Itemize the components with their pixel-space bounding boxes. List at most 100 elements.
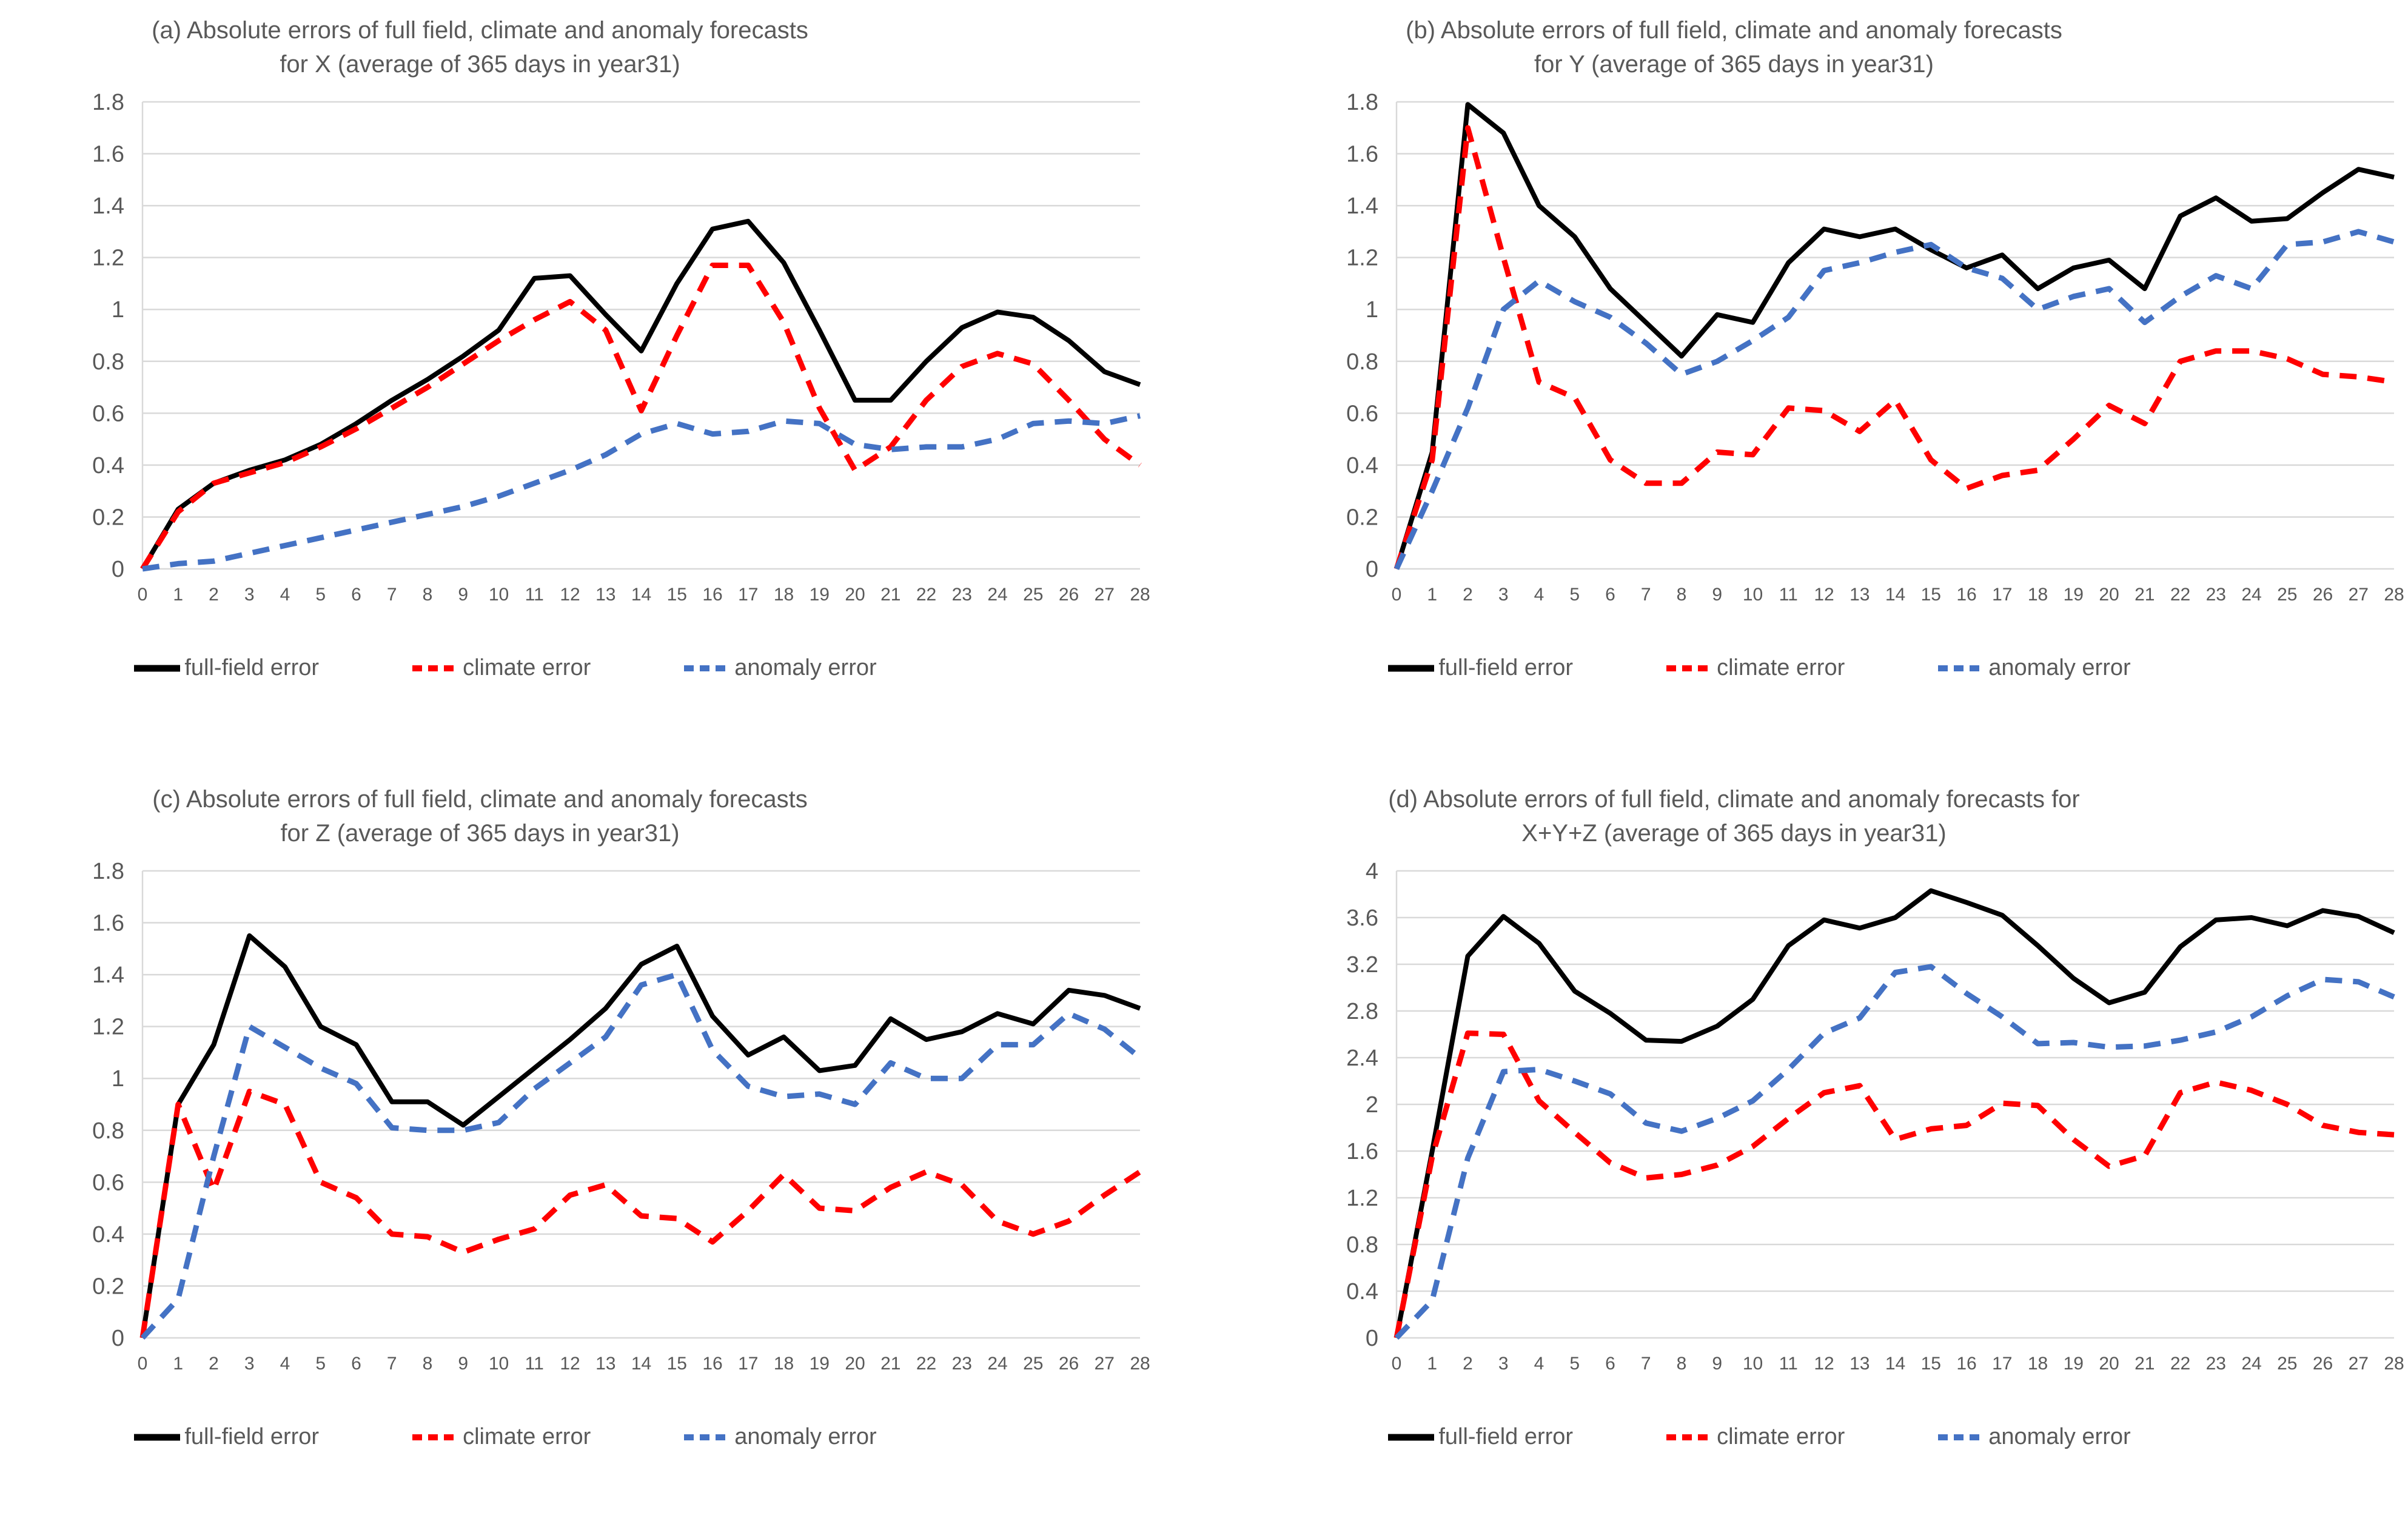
svg-text:2: 2 — [1366, 1092, 1378, 1118]
svg-text:17: 17 — [738, 585, 758, 605]
svg-text:1.2: 1.2 — [92, 246, 124, 271]
svg-text:10: 10 — [1743, 585, 1763, 605]
full-field-line-swatch-icon — [134, 1434, 181, 1440]
svg-text:3: 3 — [1498, 1354, 1509, 1374]
svg-text:22: 22 — [2170, 1354, 2190, 1374]
svg-text:1.2: 1.2 — [92, 1015, 124, 1040]
legend-d: full-field error climate error anomaly e… — [1254, 1424, 2408, 1450]
svg-text:25: 25 — [1023, 1354, 1043, 1374]
svg-text:21: 21 — [2135, 585, 2155, 605]
svg-text:0.6: 0.6 — [92, 1170, 124, 1195]
legend-item-anomaly: anomaly error — [1936, 1424, 2131, 1450]
svg-text:6: 6 — [351, 1354, 361, 1374]
svg-text:15: 15 — [1921, 1354, 1941, 1374]
svg-text:14: 14 — [631, 585, 651, 605]
svg-text:28: 28 — [2384, 1354, 2404, 1374]
svg-text:3.2: 3.2 — [1346, 952, 1378, 978]
svg-text:13: 13 — [595, 1354, 615, 1374]
svg-text:23: 23 — [2206, 585, 2226, 605]
svg-text:0.4: 0.4 — [92, 1222, 124, 1248]
legend-label-climate: climate error — [463, 1424, 591, 1449]
svg-text:1: 1 — [173, 1354, 183, 1374]
svg-text:0: 0 — [138, 585, 148, 605]
svg-text:0.8: 0.8 — [1346, 1232, 1378, 1258]
svg-text:0: 0 — [112, 1326, 124, 1351]
svg-text:0.8: 0.8 — [92, 1118, 124, 1144]
svg-text:1.8: 1.8 — [92, 90, 124, 115]
svg-text:0.2: 0.2 — [92, 1274, 124, 1299]
svg-text:27: 27 — [2349, 585, 2369, 605]
panel-d: (d) Absolute errors of full field, clima… — [1254, 769, 2408, 1538]
svg-text:24: 24 — [987, 585, 1007, 605]
svg-text:16: 16 — [702, 1354, 722, 1374]
svg-text:0.4: 0.4 — [1346, 453, 1378, 479]
legend-item-full-field: full-field error — [1386, 655, 1573, 681]
svg-text:16: 16 — [1956, 1354, 1976, 1374]
svg-text:24: 24 — [2241, 1354, 2261, 1374]
anomaly-line-swatch-icon — [1938, 665, 1985, 671]
svg-text:1.4: 1.4 — [1346, 193, 1378, 219]
svg-text:1.6: 1.6 — [1346, 1139, 1378, 1164]
panel-d-title-line1: (d) Absolute errors of full field, clima… — [1388, 786, 2080, 813]
svg-text:21: 21 — [880, 1354, 900, 1374]
svg-text:6: 6 — [1605, 1354, 1615, 1374]
svg-text:3: 3 — [244, 1354, 255, 1374]
svg-text:20: 20 — [845, 585, 865, 605]
full-field-line-swatch-icon — [1388, 1434, 1435, 1440]
panel-a-title: (a) Absolute errors of full field, clima… — [0, 13, 1154, 81]
svg-text:18: 18 — [774, 1354, 794, 1374]
svg-text:8: 8 — [1677, 585, 1687, 605]
svg-text:2.8: 2.8 — [1346, 999, 1378, 1024]
panel-b-title: (b) Absolute errors of full field, clima… — [1254, 13, 2408, 81]
svg-text:0.4: 0.4 — [1346, 1279, 1378, 1305]
legend-label-anomaly: anomaly error — [1988, 1424, 2131, 1449]
panel-c-title: (c) Absolute errors of full field, clima… — [0, 782, 1154, 850]
climate-line-swatch-icon — [1666, 1434, 1713, 1440]
svg-text:7: 7 — [1641, 585, 1651, 605]
svg-text:1.6: 1.6 — [92, 911, 124, 936]
svg-text:0: 0 — [1392, 585, 1402, 605]
svg-text:1.2: 1.2 — [1346, 1186, 1378, 1211]
legend-item-climate: climate error — [1664, 1424, 1845, 1450]
svg-text:6: 6 — [351, 585, 361, 605]
svg-text:7: 7 — [387, 585, 397, 605]
svg-text:21: 21 — [880, 585, 900, 605]
svg-text:0: 0 — [112, 557, 124, 582]
svg-text:4: 4 — [280, 1354, 290, 1374]
svg-text:5: 5 — [1569, 585, 1580, 605]
svg-text:7: 7 — [1641, 1354, 1651, 1374]
svg-text:19: 19 — [2064, 1354, 2084, 1374]
legend-c: full-field error climate error anomaly e… — [0, 1424, 1154, 1450]
legend-label-full-field: full-field error — [1438, 1424, 1574, 1449]
panel-c-title-line1: (c) Absolute errors of full field, clima… — [152, 786, 808, 813]
svg-text:12: 12 — [560, 585, 580, 605]
svg-text:4: 4 — [1366, 859, 1378, 884]
svg-text:1.4: 1.4 — [92, 193, 124, 219]
svg-text:1: 1 — [1427, 1354, 1437, 1374]
svg-text:8: 8 — [423, 585, 433, 605]
svg-text:27: 27 — [2349, 1354, 2369, 1374]
anomaly-line-swatch-icon — [1938, 1434, 1985, 1440]
svg-text:0.6: 0.6 — [1346, 401, 1378, 426]
legend-label-anomaly: anomaly error — [1988, 655, 2131, 680]
legend-a: full-field error climate error anomaly e… — [0, 655, 1154, 681]
svg-text:15: 15 — [1921, 585, 1941, 605]
panel-d-title-line2: X+Y+Z (average of 365 days in year31) — [1521, 820, 1947, 847]
svg-text:1.6: 1.6 — [1346, 142, 1378, 167]
svg-text:18: 18 — [2028, 585, 2048, 605]
svg-text:22: 22 — [916, 1354, 936, 1374]
legend-item-full-field: full-field error — [1386, 1424, 1573, 1450]
svg-text:28: 28 — [1130, 1354, 1150, 1374]
climate-line-swatch-icon — [412, 665, 459, 671]
svg-text:1: 1 — [1427, 585, 1437, 605]
anomaly-line-swatch-icon — [684, 1434, 731, 1440]
svg-text:9: 9 — [1712, 1354, 1722, 1374]
svg-text:14: 14 — [1885, 585, 1905, 605]
legend-b: full-field error climate error anomaly e… — [1254, 655, 2408, 681]
svg-text:0.6: 0.6 — [92, 401, 124, 426]
svg-text:2: 2 — [1463, 1354, 1473, 1374]
svg-text:28: 28 — [2384, 585, 2404, 605]
svg-text:1: 1 — [173, 585, 183, 605]
svg-text:13: 13 — [1850, 1354, 1870, 1374]
svg-text:3.6: 3.6 — [1346, 905, 1378, 931]
